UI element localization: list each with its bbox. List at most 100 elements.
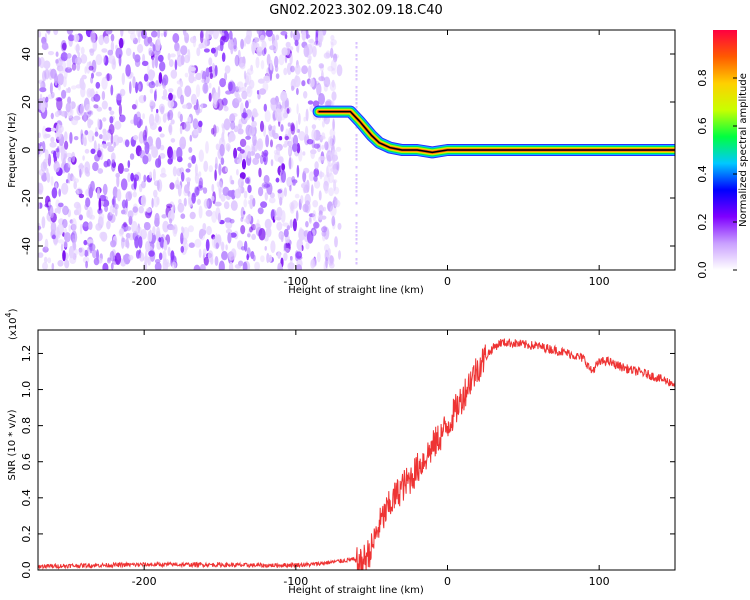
- y-tick-label: 0.4: [20, 489, 33, 507]
- spectrogram-cell: [271, 129, 276, 137]
- spectrogram-cell: [78, 247, 85, 257]
- spectrogram-cell: [39, 81, 43, 88]
- spectrogram-cell: [260, 120, 264, 132]
- spectrogram-cell: [62, 205, 69, 216]
- spectrogram-cell: [79, 223, 83, 235]
- spectrogram-cell: [38, 225, 42, 230]
- spectrogram-cell: [293, 30, 301, 42]
- chart-title: GN02.2023.302.09.18.C40: [269, 3, 443, 18]
- spectrogram-cell: [45, 96, 49, 103]
- spectrogram-cell: [67, 209, 71, 218]
- spectrogram-cell: [324, 141, 329, 151]
- spectrogram-cell: [138, 206, 144, 214]
- spectrogram-cell: [318, 93, 325, 105]
- spectrogram-cell: [296, 142, 301, 154]
- spectrogram-cell: [69, 131, 73, 144]
- spectrogram-cell: [151, 146, 159, 158]
- spectrogram-cell: [289, 185, 292, 192]
- spectrogram-cell: [68, 34, 75, 42]
- spectrogram-cell: [111, 198, 115, 205]
- spectrogram-cell: [168, 88, 174, 93]
- y-tick-label: 40: [20, 47, 33, 61]
- snr-y-axis-label: SNR (10 * v/v): [7, 409, 18, 480]
- spectrogram-cell: [84, 161, 91, 174]
- spectrogram-cell: [355, 182, 358, 185]
- spectrogram-cell: [86, 209, 91, 218]
- spectrogram-cell: [110, 240, 117, 248]
- spectrogram-cell: [319, 156, 326, 161]
- spectrogram-cell: [305, 242, 310, 250]
- spectrogram-cell: [219, 30, 223, 35]
- spectrogram-cell: [38, 132, 41, 139]
- spectrogram-cell: [214, 65, 218, 77]
- spectrogram-cell: [268, 124, 272, 131]
- spectrogram-cell: [118, 37, 124, 49]
- spectrogram-cell: [192, 37, 196, 48]
- spectrogram-cell: [218, 163, 222, 176]
- spectrogram-cell: [211, 62, 215, 73]
- spectrogram-cell: [162, 220, 169, 233]
- spectrogram-cell: [120, 178, 128, 191]
- spectrogram-cell: [167, 109, 174, 121]
- spectrogram-cell: [60, 52, 68, 62]
- spectrogram-cell: [107, 129, 112, 134]
- spectrogram-cell: [61, 182, 69, 195]
- spectrogram-cell: [98, 34, 104, 46]
- spectrogram-cell: [355, 258, 358, 261]
- spectrogram-cell: [49, 207, 55, 219]
- spectrogram-cell: [269, 192, 275, 199]
- spectrogram-cell: [198, 248, 202, 258]
- spectrogram-cell: [88, 65, 94, 71]
- spectrogram-cell: [234, 264, 242, 269]
- spectrogram-cell: [191, 154, 197, 164]
- spectrogram-cell: [95, 81, 101, 89]
- spectrogram-cell: [240, 102, 244, 115]
- x-tick-label: 100: [589, 575, 610, 588]
- spectrogram-cell: [205, 67, 210, 78]
- spectrogram-cell: [108, 55, 116, 64]
- spectrogram-cell: [103, 35, 110, 44]
- spectrogram-cell: [268, 254, 273, 263]
- spectrogram-cell: [212, 92, 220, 105]
- spectrogram-y-ticks: -40 -20 0 20 40: [20, 47, 675, 255]
- spectrogram-cell: [120, 30, 124, 37]
- spectrogram-cell: [236, 93, 241, 100]
- spectrogram-cell: [283, 228, 289, 238]
- spectrogram-cell: [328, 262, 335, 269]
- spectrogram-cell: [334, 197, 339, 206]
- spectrogram-cell: [74, 56, 82, 65]
- y-tick-label: 1.0: [20, 381, 33, 399]
- spectrogram-cell: [158, 237, 162, 243]
- spectrogram-cell: [205, 141, 209, 154]
- spectrogram-cell: [243, 198, 248, 208]
- spectrogram-cell: [284, 46, 291, 56]
- spectrogram-cell: [142, 53, 146, 64]
- spectrogram-cell: [270, 159, 274, 167]
- spectrogram-cell: [355, 154, 358, 157]
- spectrogram-cell: [91, 135, 95, 141]
- spectrogram-cell: [323, 76, 331, 88]
- spectrogram-cell: [332, 163, 339, 175]
- spectrogram-cell: [144, 250, 148, 263]
- spectrogram-cell: [333, 179, 337, 192]
- spectrogram-cell: [355, 78, 358, 81]
- spectrogram-cell: [196, 47, 201, 57]
- spectrogram-cell: [99, 231, 106, 240]
- spectrogram-cell: [264, 246, 267, 251]
- spectrogram-cell: [134, 58, 141, 68]
- spectrogram-cell: [256, 90, 260, 95]
- spectrogram-cell: [127, 160, 131, 169]
- spectrogram-cell: [277, 262, 283, 270]
- spectrogram-cell: [78, 214, 83, 221]
- spectrogram-cell: [71, 176, 76, 182]
- spectrogram-cell: [170, 138, 176, 143]
- spectrogram-cell: [187, 116, 192, 124]
- spectrogram-cell: [84, 148, 90, 154]
- spectrogram-cell: [219, 78, 227, 88]
- spectrogram-cell: [163, 31, 167, 38]
- spectrogram-cell: [217, 212, 221, 223]
- spectrogram-cell: [227, 39, 234, 51]
- spectrogram-cell: [127, 210, 134, 219]
- x-tick-label: 0: [444, 575, 451, 588]
- spectrogram-cell: [151, 30, 158, 38]
